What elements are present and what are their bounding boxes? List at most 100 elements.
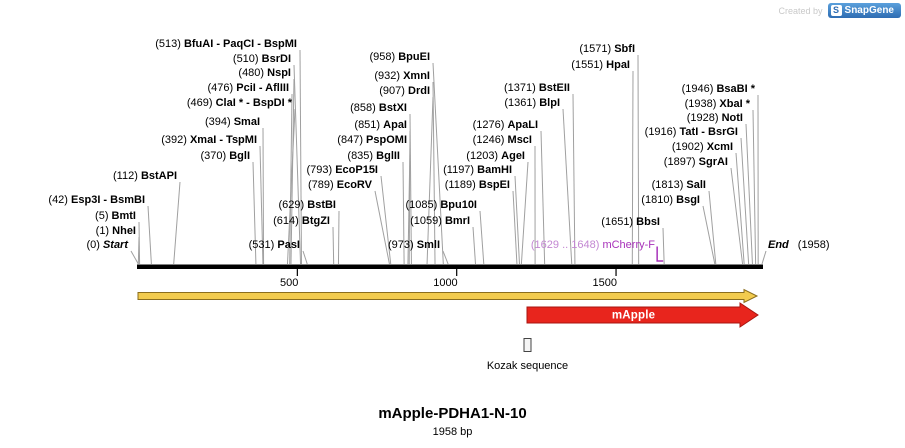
enzyme-label[interactable]: (851) ApaI bbox=[354, 119, 407, 131]
enzyme-label[interactable]: (1) NheI bbox=[96, 225, 136, 237]
enzyme-label[interactable]: (614) BtgZI bbox=[273, 215, 330, 227]
enzyme-label-text: (5) bbox=[95, 209, 112, 222]
enzyme-label-text: XcmI bbox=[706, 140, 733, 153]
leader-line bbox=[562, 108, 573, 265]
enzyme-label[interactable]: (1361) BlpI bbox=[504, 97, 560, 109]
enzyme-label[interactable]: (1810) BsgI bbox=[641, 194, 700, 206]
enzyme-label[interactable]: (629) BstBI bbox=[279, 199, 336, 211]
enzyme-label[interactable]: (1085) Bpu10I bbox=[405, 199, 477, 211]
snapgene-logo-text: SnapGene bbox=[844, 5, 894, 16]
enzyme-label[interactable]: (858) BstXI bbox=[350, 102, 407, 114]
enzyme-label[interactable]: (1571) SbfI bbox=[579, 43, 635, 55]
enzyme-label[interactable]: (42) Esp3I - BsmBI bbox=[48, 194, 145, 206]
enzyme-label-text: SgrAI bbox=[698, 155, 728, 168]
enzyme-label[interactable]: (1203) AgeI bbox=[466, 150, 525, 162]
sequence-line[interactable] bbox=[137, 264, 763, 270]
enzyme-label-text: (1571) bbox=[579, 42, 615, 55]
enzyme-label-text: (789) bbox=[307, 178, 337, 191]
enzyme-label[interactable]: (469) ClaI * - BspDI * bbox=[187, 97, 292, 109]
leader-line bbox=[637, 54, 640, 265]
kozak-box[interactable] bbox=[523, 338, 532, 352]
enzyme-label-text: PasI bbox=[277, 238, 300, 251]
leader-line bbox=[337, 210, 340, 265]
feature-arrow-backbone[interactable] bbox=[137, 288, 759, 304]
enzyme-label[interactable]: (1946) BsaBI * bbox=[682, 83, 755, 95]
enzyme-label[interactable]: (1651) BbsI bbox=[601, 216, 660, 228]
enzyme-label-text: (1813) bbox=[651, 178, 687, 191]
enzyme-label-text: (1938) bbox=[684, 97, 720, 110]
leader-line bbox=[702, 205, 716, 265]
leader-line bbox=[290, 78, 295, 265]
leader-line bbox=[745, 123, 753, 265]
enzyme-label[interactable]: (1059) BmrI bbox=[410, 215, 470, 227]
enzyme-label[interactable]: (392) XmaI - TspMI bbox=[161, 134, 257, 146]
enzyme-label[interactable]: (476) PciI - AflIII bbox=[207, 82, 289, 94]
enzyme-label[interactable]: (1813) SalI bbox=[652, 179, 706, 191]
enzyme-label[interactable]: (1189) BspEI bbox=[445, 179, 510, 191]
enzyme-label[interactable]: (112) BstAPI bbox=[113, 170, 177, 182]
enzyme-label[interactable]: (1551) HpaI bbox=[571, 59, 630, 71]
enzyme-label[interactable]: (793) EcoP15I bbox=[306, 164, 378, 176]
enzyme-label[interactable]: (370) BglI bbox=[200, 150, 250, 162]
leader-line-start bbox=[130, 250, 139, 265]
end-label: End (1958) bbox=[768, 239, 830, 251]
enzyme-label[interactable]: (932) XmnI bbox=[374, 70, 430, 82]
enzyme-label[interactable]: (394) SmaI bbox=[205, 116, 260, 128]
enzyme-label-text: MscI bbox=[507, 133, 532, 146]
enzyme-label-text: (1651) bbox=[601, 215, 637, 228]
enzyme-label-text: (476) bbox=[207, 81, 237, 94]
enzyme-label-text: (958) bbox=[369, 50, 399, 63]
enzyme-label[interactable]: (510) BsrDI bbox=[233, 53, 291, 65]
leader-line bbox=[332, 226, 335, 265]
leader-line bbox=[432, 81, 436, 265]
feature-arrow-mapple[interactable] bbox=[526, 302, 759, 328]
primer-label-mcherry-f[interactable]: (1629 .. 1648) mCherry-F bbox=[531, 239, 655, 251]
enzyme-label-text: EcoP15I bbox=[335, 163, 378, 176]
enzyme-label-text: SalI bbox=[686, 178, 706, 191]
enzyme-label[interactable]: (1902) XcmI bbox=[672, 141, 733, 153]
enzyme-label-text: (1551) bbox=[571, 58, 607, 71]
enzyme-label[interactable]: (1371) BstEII bbox=[504, 82, 570, 94]
enzyme-label[interactable]: (1276) ApaLI bbox=[473, 119, 538, 131]
enzyme-label[interactable]: (1197) BamHI bbox=[443, 164, 512, 176]
enzyme-label-text: (1276) bbox=[472, 118, 508, 131]
enzyme-label[interactable]: (1916) TatI - BsrGI bbox=[645, 126, 738, 138]
enzyme-label[interactable]: (958) BpuEI bbox=[369, 51, 430, 63]
enzyme-label-text: (1085) bbox=[405, 198, 441, 211]
enzyme-label[interactable]: (513) BfuAI - PaqCI - BspMI bbox=[155, 38, 297, 50]
enzyme-label[interactable]: (907) DrdI bbox=[379, 85, 430, 97]
enzyme-label[interactable]: (1928) NotI bbox=[687, 112, 743, 124]
enzyme-label-text: BfuAI - PaqCI - BspMI bbox=[183, 37, 297, 50]
enzyme-label-text: ClaI * - BspDI * bbox=[215, 96, 292, 109]
enzyme-label[interactable]: (973) SmlI bbox=[388, 239, 440, 251]
start-label: (0) Start bbox=[86, 239, 128, 251]
enzyme-label[interactable]: (1938) XbaI * bbox=[685, 98, 750, 110]
enzyme-label[interactable]: (1246) MscI bbox=[473, 134, 532, 146]
enzyme-label-text: XmnI bbox=[403, 69, 430, 82]
leader-line bbox=[302, 250, 308, 265]
enzyme-label-text: (932) bbox=[374, 69, 404, 82]
start-label-text: (0) bbox=[86, 238, 103, 251]
enzyme-label-text: Bpu10I bbox=[440, 198, 477, 211]
enzyme-label[interactable]: (480) NspI bbox=[238, 67, 291, 79]
enzyme-label[interactable]: (5) BmtI bbox=[95, 210, 136, 222]
leader-line bbox=[380, 175, 392, 265]
leader-line bbox=[293, 64, 302, 265]
enzyme-label-text: (1361) bbox=[504, 96, 540, 109]
enzyme-label-text: NheI bbox=[112, 224, 136, 237]
enzyme-label-text: (1189) bbox=[444, 178, 479, 191]
enzyme-label-text: (42) bbox=[48, 193, 72, 206]
enzyme-label[interactable]: (835) BglII bbox=[347, 150, 400, 162]
enzyme-label-text: XbaI * bbox=[719, 97, 750, 110]
enzyme-label-text: TatI - BsrGI bbox=[679, 125, 738, 138]
enzyme-label[interactable]: (847) PspOMI bbox=[337, 134, 407, 146]
enzyme-label-text: BsrDI bbox=[261, 52, 291, 65]
enzyme-label-text: PciI - AflIII bbox=[236, 81, 289, 94]
enzyme-label[interactable]: (789) EcoRV bbox=[308, 179, 372, 191]
watermark-created-by: Created by bbox=[778, 5, 823, 16]
enzyme-label[interactable]: (531) PasI bbox=[249, 239, 300, 251]
enzyme-label[interactable]: (1897) SgrAI bbox=[664, 156, 728, 168]
enzyme-label-text: BmrI bbox=[444, 214, 470, 227]
enzyme-label-text: BamHI bbox=[477, 163, 512, 176]
